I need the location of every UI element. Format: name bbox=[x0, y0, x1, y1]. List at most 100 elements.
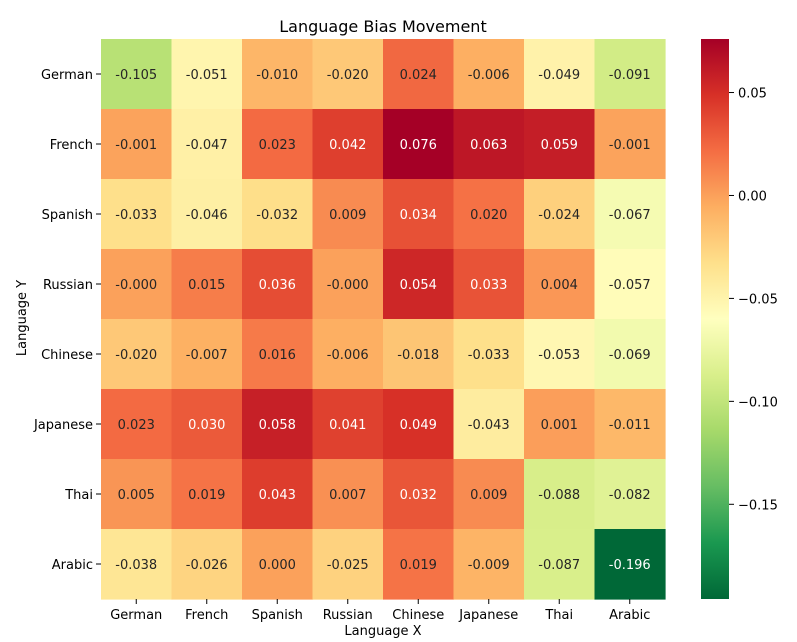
cell-value-label: -0.024 bbox=[538, 208, 580, 223]
cell-value-label: 0.034 bbox=[400, 208, 437, 223]
cell-value-label: -0.043 bbox=[468, 418, 510, 433]
cell-value-label: -0.009 bbox=[468, 558, 510, 573]
cell-value-label: 0.000 bbox=[259, 558, 296, 573]
cell-value-label: -0.001 bbox=[115, 138, 157, 153]
colorbar-gradient bbox=[701, 39, 729, 599]
heatmap-cell bbox=[524, 249, 596, 320]
cell-value-label: -0.088 bbox=[538, 488, 580, 503]
y-tick-label: Spanish bbox=[42, 208, 93, 223]
x-tick-label: Spanish bbox=[252, 608, 303, 623]
cell-value-label: -0.006 bbox=[327, 348, 369, 363]
heatmap-cell bbox=[171, 109, 243, 180]
cell-value-label: -0.020 bbox=[115, 348, 157, 363]
cell-value-label: 0.032 bbox=[400, 488, 437, 503]
heatmap-cell bbox=[171, 459, 243, 530]
cell-value-label: -0.026 bbox=[186, 558, 228, 573]
cell-value-label: 0.001 bbox=[541, 418, 578, 433]
heatmap-cell bbox=[524, 319, 596, 390]
cell-value-label: -0.049 bbox=[538, 68, 580, 83]
heatmap-cell bbox=[453, 109, 525, 180]
heatmap-cell bbox=[242, 319, 314, 390]
cell-value-label: -0.000 bbox=[115, 278, 157, 293]
heatmap-cell bbox=[594, 529, 666, 600]
heatmap-cell bbox=[171, 249, 243, 320]
cell-value-label: 0.015 bbox=[188, 278, 225, 293]
heatmap-cell bbox=[312, 109, 384, 180]
cell-value-label: -0.010 bbox=[256, 68, 298, 83]
x-axis-ticks: German French Spanish Russian Chinese Japanes… bbox=[110, 599, 650, 623]
cell-value-label: 0.036 bbox=[259, 278, 296, 293]
heatmap-cell bbox=[171, 179, 243, 250]
cell-value-label: 0.058 bbox=[259, 418, 296, 433]
cell-value-label: -0.051 bbox=[186, 68, 228, 83]
heatmap-cell bbox=[171, 389, 243, 460]
heatmap-cell bbox=[383, 529, 455, 600]
heatmap-cell bbox=[453, 459, 525, 530]
heatmap-cell bbox=[524, 109, 596, 180]
heatmap-cell bbox=[171, 39, 243, 110]
heatmap-cell bbox=[594, 319, 666, 390]
heatmap-cell bbox=[453, 389, 525, 460]
cell-value-label: 0.054 bbox=[400, 278, 437, 293]
cell-value-label: -0.069 bbox=[609, 348, 651, 363]
heatmap-cell bbox=[242, 529, 314, 600]
cell-value-label: -0.000 bbox=[327, 278, 369, 293]
y-tick-label: French bbox=[50, 138, 93, 153]
heatmap-cell-labels: -0.105 -0.051 -0.010 -0.020 0.024 -0.006 -0.04… bbox=[115, 68, 650, 573]
cell-value-label: 0.042 bbox=[329, 138, 366, 153]
cell-value-label: 0.007 bbox=[329, 488, 366, 503]
cell-value-label: 0.023 bbox=[118, 418, 155, 433]
cell-value-label: 0.063 bbox=[470, 138, 507, 153]
heatmap-cell bbox=[594, 389, 666, 460]
heatmap-cell bbox=[242, 109, 314, 180]
cell-value-label: 0.030 bbox=[188, 418, 225, 433]
cell-value-label: -0.025 bbox=[327, 558, 369, 573]
cell-value-label: -0.087 bbox=[538, 558, 580, 573]
cell-value-label: 0.009 bbox=[470, 488, 507, 503]
heatmap-cell bbox=[594, 39, 666, 110]
heatmap-cell bbox=[453, 179, 525, 250]
x-axis-label: Language X bbox=[344, 624, 421, 638]
cell-value-label: 0.016 bbox=[259, 348, 296, 363]
heatmap-cell bbox=[312, 319, 384, 390]
heatmap-cell bbox=[524, 529, 596, 600]
heatmap-cell bbox=[171, 529, 243, 600]
cell-value-label: 0.023 bbox=[259, 138, 296, 153]
cell-value-label: 0.024 bbox=[400, 68, 437, 83]
heatmap-cell bbox=[101, 459, 173, 530]
heatmap-cell bbox=[524, 459, 596, 530]
y-tick-label: Thai bbox=[64, 488, 93, 503]
colorbar-tick-label: 0.00 bbox=[738, 189, 767, 204]
heatmap-cell bbox=[101, 109, 173, 180]
heatmap-cell bbox=[312, 249, 384, 320]
chart-title: Language Bias Movement bbox=[279, 17, 486, 36]
heatmap-cell bbox=[242, 179, 314, 250]
cell-value-label: -0.047 bbox=[186, 138, 228, 153]
y-tick-label: Arabic bbox=[52, 558, 93, 573]
y-tick-label: Chinese bbox=[41, 348, 93, 363]
heatmap-cell bbox=[101, 389, 173, 460]
cell-value-label: -0.006 bbox=[468, 68, 510, 83]
colorbar-tick-label: −0.15 bbox=[738, 498, 778, 513]
cell-value-label: -0.053 bbox=[538, 348, 580, 363]
cell-value-label: 0.041 bbox=[329, 418, 366, 433]
cell-value-label: -0.032 bbox=[256, 208, 298, 223]
colorbar-tick-label: 0.05 bbox=[738, 87, 767, 102]
heatmap-cell bbox=[101, 529, 173, 600]
x-tick-label: Thai bbox=[544, 608, 573, 623]
cell-value-label: 0.059 bbox=[541, 138, 578, 153]
heatmap-cell bbox=[242, 389, 314, 460]
cell-value-label: -0.196 bbox=[609, 558, 651, 573]
cell-value-label: -0.046 bbox=[186, 208, 228, 223]
cell-value-label: -0.018 bbox=[397, 348, 439, 363]
heatmap-cell bbox=[242, 459, 314, 530]
cell-value-label: -0.038 bbox=[115, 558, 157, 573]
cell-value-label: -0.011 bbox=[609, 418, 651, 433]
y-tick-label: Japanese bbox=[33, 418, 93, 433]
cell-value-label: -0.067 bbox=[609, 208, 651, 223]
cell-value-label: -0.020 bbox=[327, 68, 369, 83]
cell-value-label: 0.076 bbox=[400, 138, 437, 153]
cell-value-label: 0.009 bbox=[329, 208, 366, 223]
heatmap-cell bbox=[453, 39, 525, 110]
